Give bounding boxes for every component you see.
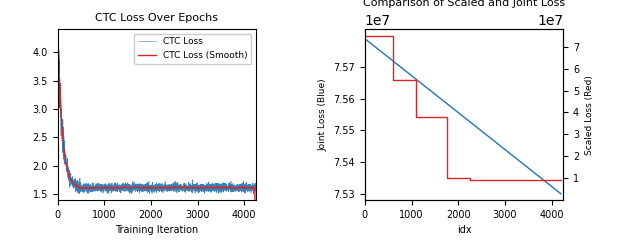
CTC Loss (Smooth) bbox=[54, 31, 61, 34]
CTC Loss (Smooth) bbox=[230, 187, 238, 190]
CTC Loss bbox=[230, 187, 238, 190]
CTC Loss (Smooth) bbox=[164, 187, 172, 190]
Title: CTC Loss Over Epochs: CTC Loss Over Epochs bbox=[95, 13, 218, 23]
CTC Loss bbox=[205, 185, 213, 188]
CTC Loss (Smooth) bbox=[54, 24, 61, 27]
Line: CTC Loss (Smooth): CTC Loss (Smooth) bbox=[58, 26, 256, 232]
CTC Loss bbox=[164, 186, 172, 189]
CTC Loss bbox=[54, 31, 61, 34]
Legend: CTC Loss, CTC Loss (Smooth): CTC Loss, CTC Loss (Smooth) bbox=[134, 34, 252, 63]
CTC Loss bbox=[252, 186, 260, 189]
CTC Loss (Smooth) bbox=[205, 186, 213, 189]
X-axis label: Training Iteration: Training Iteration bbox=[115, 225, 198, 235]
CTC Loss (Smooth) bbox=[212, 186, 220, 189]
CTC Loss bbox=[76, 193, 83, 195]
Line: CTC Loss: CTC Loss bbox=[58, 26, 256, 194]
CTC Loss (Smooth) bbox=[173, 186, 180, 189]
CTC Loss bbox=[173, 190, 180, 193]
Y-axis label: Joint Loss (Blue): Joint Loss (Blue) bbox=[319, 78, 328, 151]
Title: Comparison of Scaled and Joint Loss: Comparison of Scaled and Joint Loss bbox=[363, 0, 565, 8]
CTC Loss bbox=[54, 24, 61, 27]
CTC Loss (Smooth) bbox=[242, 186, 250, 189]
X-axis label: idx: idx bbox=[457, 225, 472, 235]
CTC Loss (Smooth) bbox=[252, 230, 260, 233]
Y-axis label: Scaled Loss (Red): Scaled Loss (Red) bbox=[585, 75, 594, 155]
CTC Loss bbox=[242, 186, 250, 189]
CTC Loss bbox=[212, 186, 220, 189]
